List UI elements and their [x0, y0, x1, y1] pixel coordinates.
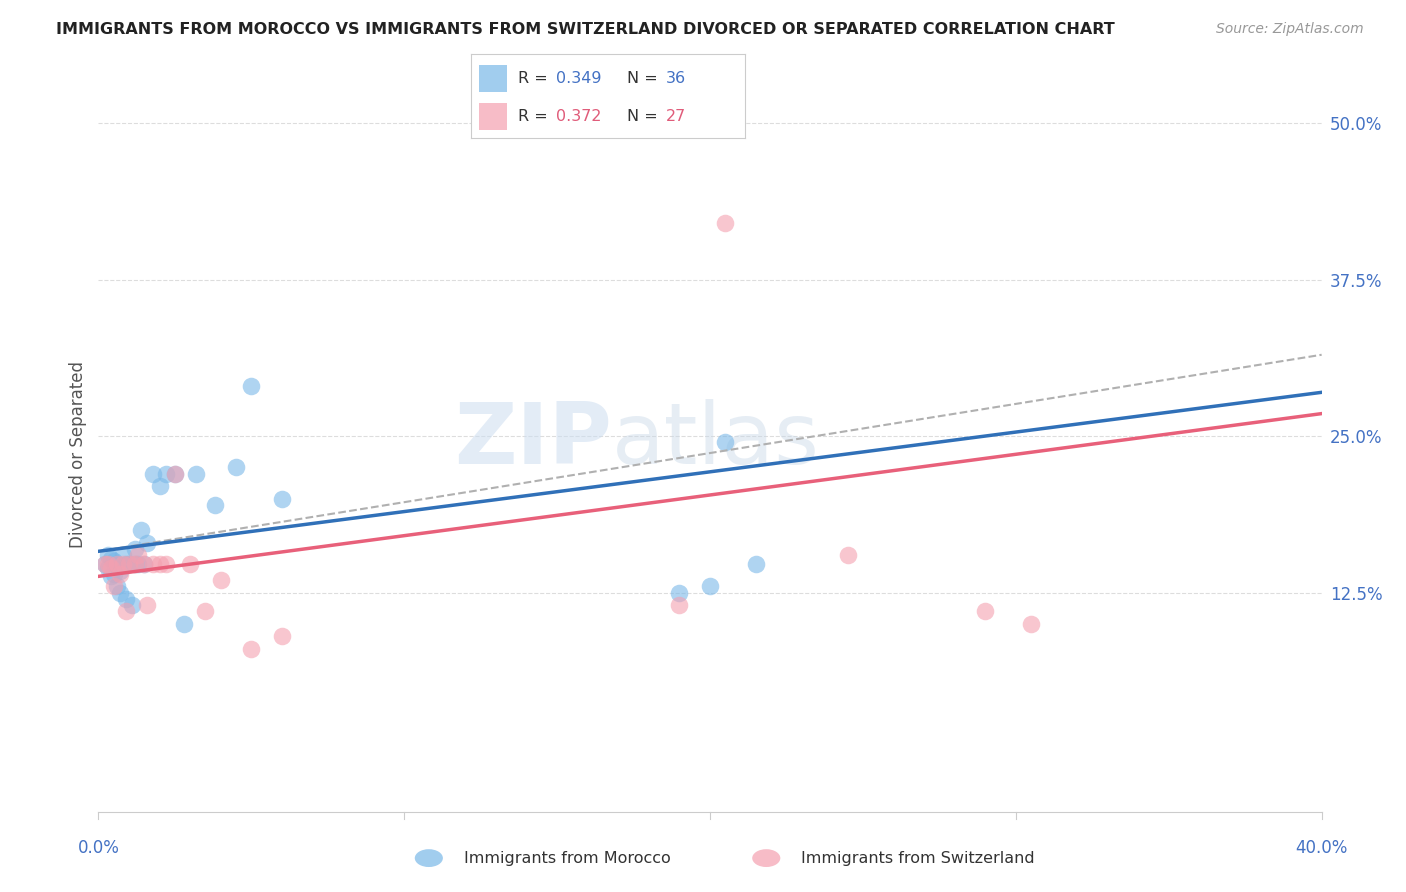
Text: 40.0%: 40.0% — [1295, 839, 1348, 857]
Point — [974, 604, 997, 618]
Point — [186, 467, 208, 481]
Point — [100, 551, 122, 566]
Text: N =: N = — [627, 109, 664, 124]
Point — [149, 479, 172, 493]
Point — [118, 557, 141, 571]
Point — [270, 491, 292, 506]
Point — [155, 467, 177, 481]
Point — [194, 604, 217, 618]
Point — [714, 216, 737, 230]
Point — [124, 557, 146, 571]
Point — [225, 460, 247, 475]
Point — [668, 585, 690, 599]
Text: atlas: atlas — [612, 399, 820, 483]
Text: 0.349: 0.349 — [555, 70, 602, 86]
Point — [115, 604, 138, 618]
Point — [127, 557, 149, 571]
Point — [240, 379, 263, 393]
Point — [108, 585, 131, 599]
Point — [100, 560, 122, 574]
Point — [118, 557, 141, 571]
Point — [714, 435, 737, 450]
Point — [163, 467, 186, 481]
Point — [149, 557, 172, 571]
Y-axis label: Divorced or Separated: Divorced or Separated — [69, 361, 87, 549]
Point — [115, 591, 138, 606]
Point — [134, 557, 156, 571]
Text: 0.0%: 0.0% — [77, 839, 120, 857]
Text: Immigrants from Morocco: Immigrants from Morocco — [464, 851, 671, 865]
Point — [179, 557, 201, 571]
Point — [837, 548, 859, 562]
Point — [97, 548, 120, 562]
Text: 0.372: 0.372 — [555, 109, 602, 124]
Point — [134, 557, 156, 571]
Point — [1019, 616, 1042, 631]
Point — [108, 566, 131, 581]
Text: Immigrants from Switzerland: Immigrants from Switzerland — [801, 851, 1035, 865]
Point — [163, 467, 186, 481]
Bar — [479, 64, 506, 92]
Point — [108, 565, 131, 579]
Text: ZIP: ZIP — [454, 399, 612, 483]
Point — [103, 566, 125, 581]
Point — [124, 541, 146, 556]
Point — [209, 573, 232, 587]
Point — [745, 557, 768, 571]
Point — [121, 598, 143, 612]
Point — [111, 548, 134, 562]
Point — [97, 557, 120, 571]
Bar — [479, 103, 506, 130]
Point — [129, 523, 152, 537]
Text: IMMIGRANTS FROM MOROCCO VS IMMIGRANTS FROM SWITZERLAND DIVORCED OR SEPARATED COR: IMMIGRANTS FROM MOROCCO VS IMMIGRANTS FR… — [56, 22, 1115, 37]
Text: N =: N = — [627, 70, 664, 86]
Text: 36: 36 — [665, 70, 686, 86]
Text: R =: R = — [517, 70, 553, 86]
Point — [105, 579, 128, 593]
Point — [97, 560, 120, 574]
Point — [173, 616, 195, 631]
Text: 27: 27 — [665, 109, 686, 124]
Text: R =: R = — [517, 109, 553, 124]
Point — [699, 579, 721, 593]
Point — [142, 557, 165, 571]
Point — [204, 498, 226, 512]
Text: Source: ZipAtlas.com: Source: ZipAtlas.com — [1216, 22, 1364, 37]
Point — [136, 535, 159, 549]
Point — [105, 557, 128, 571]
Point — [136, 598, 159, 612]
Point — [155, 557, 177, 571]
Point — [240, 642, 263, 657]
Point — [115, 557, 138, 571]
Point — [127, 548, 149, 562]
Point — [103, 554, 125, 568]
Point — [105, 557, 128, 571]
Point — [100, 569, 122, 583]
Point — [270, 630, 292, 644]
Point — [668, 598, 690, 612]
Point — [142, 467, 165, 481]
Point — [111, 557, 134, 571]
Point — [124, 557, 146, 571]
Point — [93, 557, 115, 571]
Point — [103, 579, 125, 593]
Point — [93, 557, 115, 571]
